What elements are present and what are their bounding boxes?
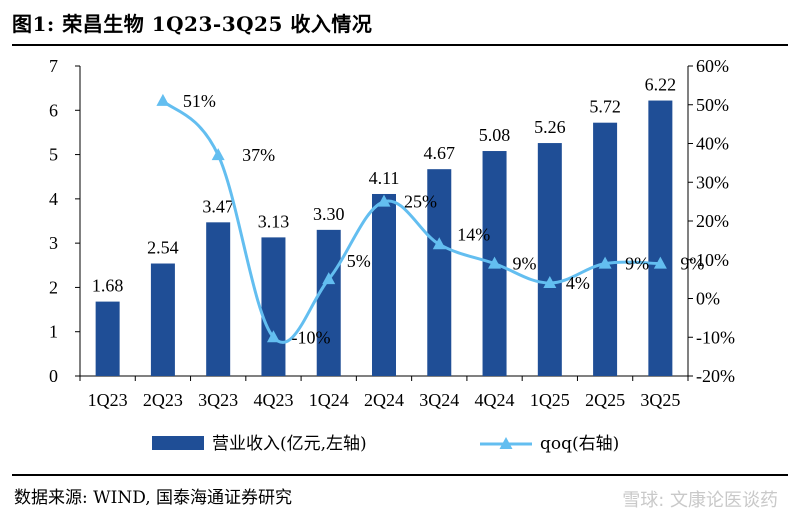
qoq-data-label: 14% xyxy=(457,224,490,244)
revenue-bar xyxy=(372,193,396,376)
x-category-label: 3Q25 xyxy=(640,390,680,410)
right-tick-label: 50% xyxy=(696,95,729,115)
revenue-bar-label: 5.08 xyxy=(479,125,511,145)
qoq-data-label: 9% xyxy=(625,254,649,274)
line-series xyxy=(156,93,667,344)
qoq-data-label: 25% xyxy=(404,192,437,212)
qoq-marker xyxy=(432,237,446,250)
bar-series xyxy=(95,100,673,377)
bar-data-labels: 1.68 2.54 3.47 3.13 3.30 4.11 4.67 5.08 5.26 5.72… xyxy=(92,75,676,296)
revenue-bar-label: 3.47 xyxy=(202,196,234,216)
x-category-label: 3Q24 xyxy=(419,390,459,410)
qoq-marker xyxy=(543,276,557,288)
x-category-label: 2Q23 xyxy=(143,390,183,410)
qoq-data-label: 37% xyxy=(242,145,275,165)
revenue-bar xyxy=(648,100,673,377)
title-divider xyxy=(12,44,788,46)
left-tick-label: 6 xyxy=(49,100,58,120)
left-tick-label: 5 xyxy=(49,145,58,165)
qoq-marker xyxy=(488,256,502,269)
right-tick-label: -20% xyxy=(696,366,735,386)
qoq-data-label: 9% xyxy=(680,254,704,274)
revenue-bar-label: 4.67 xyxy=(424,143,456,163)
right-tick-label: 60% xyxy=(696,56,729,76)
revenue-bar-label: 3.13 xyxy=(258,211,290,231)
revenue-bar xyxy=(427,169,452,376)
qoq-marker xyxy=(377,194,391,207)
left-tick-label: 2 xyxy=(49,277,58,297)
revenue-bar xyxy=(261,237,286,376)
qoq-marker xyxy=(156,93,170,106)
revenue-chart: 0 1 2 3 4 5 6 7 -20% -10% 0% 10% 20% 30% 40% 50% 60% 1Q23… xyxy=(49,56,735,454)
qoq-data-label: -10% xyxy=(291,327,330,347)
revenue-bar xyxy=(206,222,231,376)
right-tick-label: 40% xyxy=(696,134,729,154)
right-tick-label: -10% xyxy=(696,327,735,347)
x-category-label: 1Q24 xyxy=(309,390,349,410)
chart-axes: 0 1 2 3 4 5 6 7 -20% -10% 0% 10% 20% 30% 40% 50% 60% 1Q23… xyxy=(49,56,735,410)
right-tick-label: 20% xyxy=(696,211,729,231)
source-divider xyxy=(12,474,788,476)
revenue-bar xyxy=(95,301,120,376)
qoq-marker xyxy=(266,330,280,343)
revenue-bar xyxy=(537,143,562,376)
right-tick-label: 0% xyxy=(696,289,720,309)
left-tick-label: 0 xyxy=(49,366,58,386)
revenue-bar-label: 3.30 xyxy=(313,204,345,224)
x-category-label: 3Q23 xyxy=(198,390,238,410)
revenue-bar xyxy=(593,122,618,376)
watermark-text: 雪球: 文康论医谈药 xyxy=(622,490,778,511)
right-tick-label: 10% xyxy=(696,250,729,270)
qoq-line xyxy=(161,99,661,344)
line-data-labels: 51% 37% -10% 5% 25% 14% 9% 4% 9% 9% xyxy=(183,91,704,347)
legend-line-label: qoq(右轴) xyxy=(540,434,619,454)
source-note: 数据来源: WIND, 国泰海通证券研究 xyxy=(14,488,293,508)
revenue-bar-label: 1.68 xyxy=(92,276,124,296)
qoq-data-label: 5% xyxy=(347,251,371,271)
qoq-data-label: 51% xyxy=(183,91,216,111)
x-category-label: 1Q25 xyxy=(530,390,570,410)
left-tick-label: 1 xyxy=(49,322,58,342)
revenue-bar-label: 4.11 xyxy=(369,168,400,188)
x-category-label: 2Q24 xyxy=(364,390,404,410)
legend-line-marker xyxy=(499,437,513,449)
legend-bar-swatch xyxy=(152,436,204,450)
revenue-bar-label: 5.72 xyxy=(589,97,621,117)
qoq-data-label: 4% xyxy=(566,273,590,293)
revenue-bar-label: 6.22 xyxy=(645,75,677,95)
qoq-marker xyxy=(598,256,612,269)
qoq-data-label: 9% xyxy=(513,254,537,274)
legend-bar-label: 营业收入(亿元,左轴) xyxy=(212,434,367,454)
right-tick-label: 30% xyxy=(696,172,729,192)
figure-title: 图1: 荣昌生物 1Q23-3Q25 收入情况 xyxy=(12,12,373,36)
x-category-label: 2Q25 xyxy=(585,390,625,410)
x-category-label: 1Q23 xyxy=(88,390,128,410)
revenue-bar-label: 5.26 xyxy=(534,117,566,137)
qoq-marker xyxy=(322,272,336,285)
chart-legend: 营业收入(亿元,左轴) qoq(右轴) xyxy=(152,434,619,454)
x-category-label: 4Q23 xyxy=(253,390,293,410)
qoq-marker xyxy=(211,148,225,161)
left-tick-label: 3 xyxy=(49,233,58,253)
revenue-bar xyxy=(150,263,175,376)
revenue-bar xyxy=(316,229,341,376)
x-category-label: 4Q24 xyxy=(475,390,515,410)
qoq-marker xyxy=(653,256,667,269)
left-tick-label: 7 xyxy=(49,56,58,76)
left-tick-label: 4 xyxy=(49,189,58,209)
revenue-bar-label: 2.54 xyxy=(147,238,179,258)
